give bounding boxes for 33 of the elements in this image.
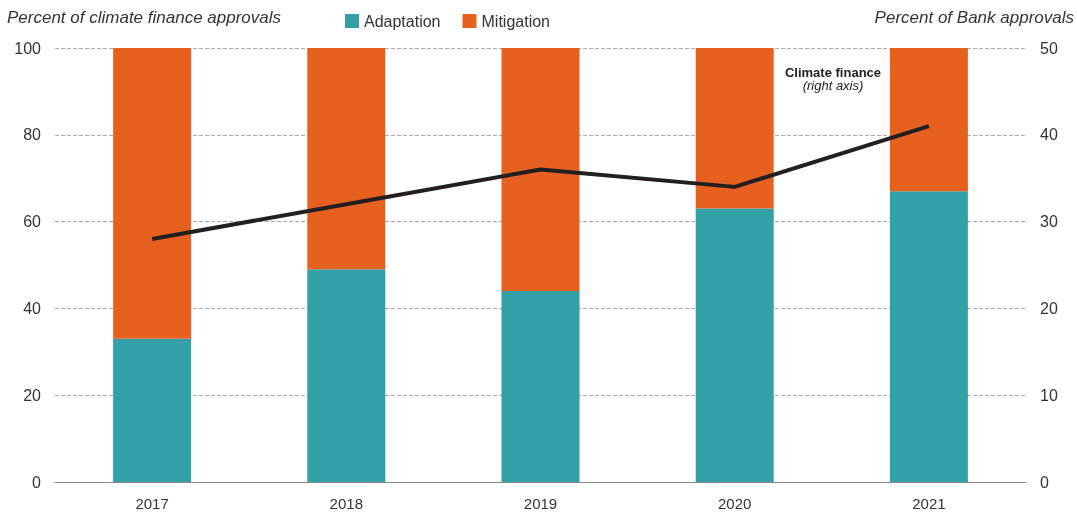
y2-axis-title: Percent of Bank approvals: [874, 8, 1075, 27]
annotation: Climate finance (right axis): [784, 65, 882, 93]
y-tick-label: 40: [23, 299, 42, 317]
x-tick-label: 2020: [718, 495, 752, 512]
y-tick-label: 80: [23, 126, 42, 144]
y-tick-label: 20: [23, 386, 42, 404]
y2-tick-label: 40: [1040, 126, 1058, 144]
y2-tick-label: 50: [1040, 39, 1058, 57]
x-tick-label: 2017: [135, 495, 169, 512]
y-tick-label: 0: [32, 473, 42, 491]
bar: [695, 48, 774, 209]
line-series: [150, 124, 931, 241]
y-tick-label: 100: [14, 39, 42, 57]
bar: [113, 338, 192, 482]
y2-tick-label: 10: [1040, 386, 1058, 404]
bar: [889, 48, 968, 192]
bar: [501, 48, 580, 292]
bar: [501, 291, 580, 482]
x-tick-label: 2021: [912, 495, 946, 512]
y2-tick-label: 0: [1040, 473, 1049, 491]
legend-label: Mitigation: [481, 12, 550, 30]
legend-label: Adaptation: [364, 12, 441, 30]
bar: [307, 269, 386, 482]
y2-tick-label: 20: [1040, 299, 1058, 317]
x-tick-label: 2019: [523, 495, 558, 512]
x-tick-label: 2018: [329, 495, 363, 512]
bar: [113, 48, 192, 339]
bar: [307, 48, 386, 270]
y-axis-title: Percent of climate finance approvals: [7, 8, 282, 27]
bar: [889, 191, 968, 482]
y-tick-label: 60: [23, 213, 42, 231]
bar: [695, 208, 774, 482]
y2-tick-label: 30: [1040, 213, 1058, 231]
